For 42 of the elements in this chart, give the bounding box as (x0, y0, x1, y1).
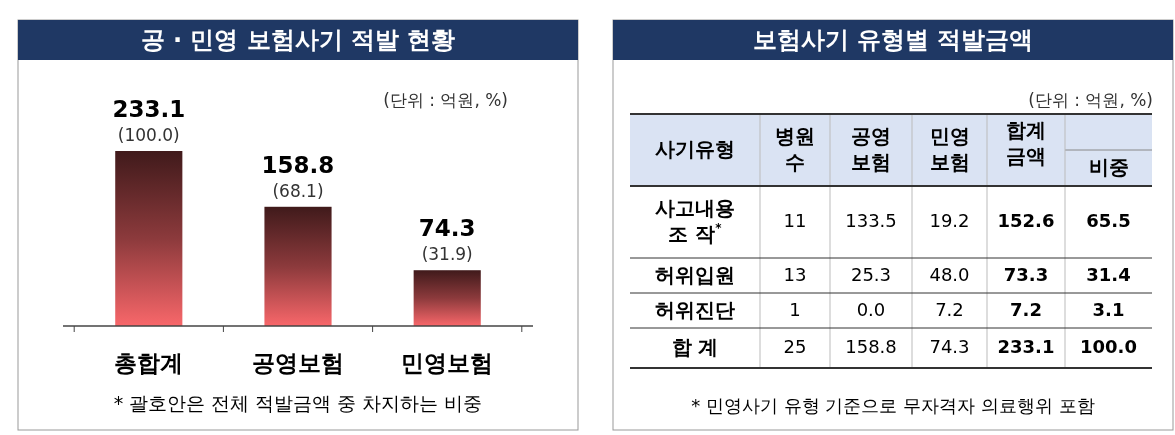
text: 사기유형 (655, 136, 735, 161)
text: 7.2 (1010, 298, 1042, 320)
text: 65.5 (1086, 210, 1131, 231)
text: 73.3 (1003, 263, 1049, 285)
text: 0.0 (856, 298, 886, 320)
text: (단위 : 억원, %) (1028, 90, 1153, 110)
chart-title: 공 · 민영 보험사기 적발 현황 (140, 26, 456, 54)
text: 7.2 (935, 298, 964, 320)
text: 허위진단 (655, 297, 735, 321)
data-label: 233.1 (100.0) (112, 96, 186, 145)
text: 25 (783, 336, 807, 357)
text: 19.2 (929, 210, 970, 231)
text: 100.0 (1080, 336, 1137, 357)
text: 사고내용 조 작$^{*}$ (655, 195, 735, 246)
x-tick-label: 공영보험 (252, 349, 344, 376)
text: * 괄호안은 전체 적발금액 중 차지하는 비중 (113, 392, 483, 414)
text: 병원 수 (775, 123, 815, 174)
data-label: 158.8 (68.1) (261, 151, 335, 201)
text: 133.5 (845, 210, 897, 231)
data-label: 74.3 (31.9) (418, 215, 476, 265)
x-tick-label: 민영보험 (401, 349, 494, 376)
text: 공영 보험 (851, 123, 891, 174)
text: 허위입원 (655, 262, 735, 286)
text: (단위 : 억원, %) (383, 90, 508, 110)
text: 31.4 (1086, 263, 1131, 285)
text: 민영 보험 (929, 123, 970, 174)
text: 3.1 (1092, 298, 1125, 320)
text: 25.3 (850, 263, 892, 285)
text: * 민영사기 유형 기준으로 무자격자 의료행위 포함 (691, 395, 1095, 416)
text: 합계 금액 (1006, 117, 1046, 168)
x-tick-label: 총합계 (114, 349, 184, 376)
text: 158.8 (845, 336, 897, 357)
text: 비중 (1088, 154, 1129, 179)
text: 48.0 (929, 263, 970, 285)
text: 233.1 (997, 336, 1055, 357)
text: 11 (783, 210, 807, 231)
text: 13 (783, 263, 807, 285)
text: 74.3 (929, 336, 970, 357)
text: 152.6 (997, 210, 1055, 231)
text: 1 (789, 298, 801, 320)
text: 보험사기 유형별 적발금액 (752, 26, 1034, 54)
text: 합 계 (671, 334, 719, 359)
